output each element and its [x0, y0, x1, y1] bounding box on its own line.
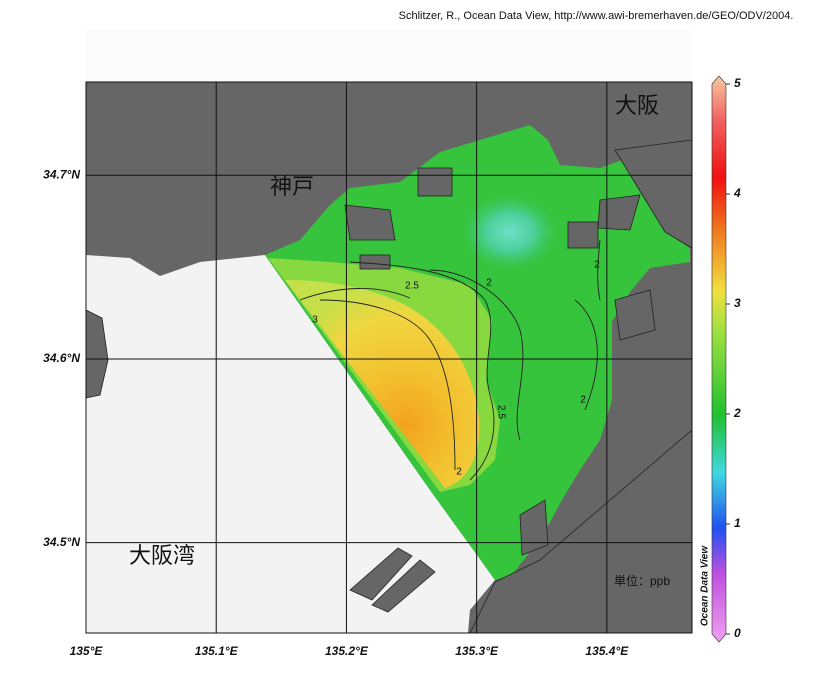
island [417, 167, 453, 197]
contour-label: 2.5 [405, 281, 419, 292]
colorbar [711, 75, 727, 643]
island [614, 289, 656, 341]
colorbar-tick-label: 4 [733, 186, 741, 200]
contour-label: 3 [312, 315, 318, 326]
island [567, 221, 599, 249]
contour-label: 2 [486, 278, 492, 289]
contour [574, 299, 598, 411]
header-band [86, 30, 692, 82]
land [614, 139, 692, 249]
y-tick-label: 34.5°N [43, 535, 80, 549]
island [349, 547, 413, 601]
contour-label: 2 [594, 260, 600, 271]
island [519, 499, 549, 556]
x-tick-label: 135°E [70, 644, 104, 658]
land [469, 429, 692, 633]
x-tick-label: 135.4°E [585, 644, 629, 658]
contour [429, 269, 524, 441]
colorbar-tick-label: 0 [734, 626, 741, 640]
contour [597, 239, 601, 301]
place-label: 大阪 [615, 94, 659, 119]
sea-no-data [86, 255, 495, 633]
contour-label: 2.5 [495, 405, 506, 419]
colorbar-tick-label: 2 [733, 406, 741, 420]
map-area: 2.5 2 3 2.5 2 2 2 [86, 82, 692, 633]
colorbar-title: Ocean Data View [700, 545, 711, 626]
land [86, 309, 109, 399]
contour [299, 288, 411, 301]
x-tick-label: 135.1°E [195, 644, 239, 658]
island [359, 254, 391, 270]
colorbar-tick-label: 5 [734, 76, 741, 90]
plot-frame [85, 81, 693, 634]
grid [85, 82, 692, 633]
credit: Schlitzer, R., Ocean Data View, http://w… [399, 10, 794, 22]
colorbar-tick-label: 1 [734, 516, 741, 530]
unit-label: 単位：ppb [614, 573, 670, 588]
place-label: 神戸 [270, 175, 314, 200]
contour [349, 261, 495, 481]
island [371, 559, 436, 613]
contour-label: 2 [456, 467, 462, 478]
x-tick-label: 135.2°E [325, 644, 369, 658]
y-tick-label: 34.6°N [43, 351, 80, 365]
y-tick-label: 34.7°N [43, 167, 80, 181]
place-label: 大阪湾 [129, 544, 195, 569]
contour-label: 2 [580, 395, 586, 406]
field-high [285, 280, 480, 488]
contour [319, 299, 456, 471]
field-low [462, 194, 558, 270]
island [344, 204, 396, 241]
island [597, 194, 641, 231]
colorbar-tick-label: 3 [734, 296, 741, 310]
x-tick-label: 135.3°E [455, 644, 499, 658]
